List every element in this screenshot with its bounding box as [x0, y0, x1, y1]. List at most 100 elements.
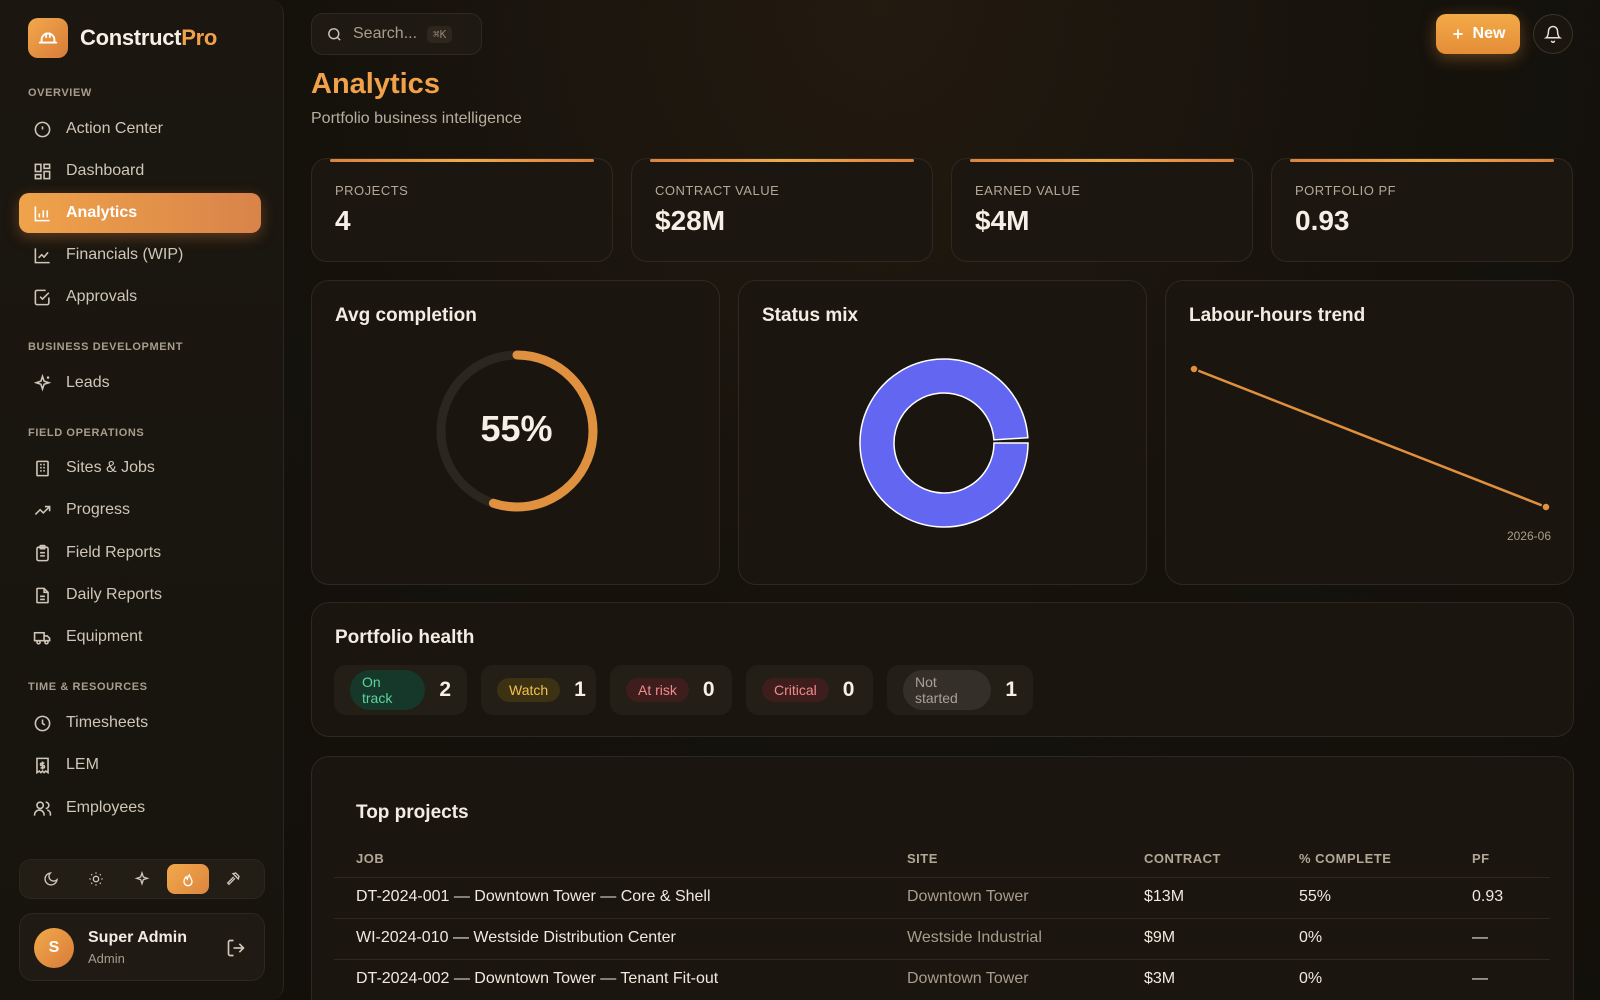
document-icon	[36, 587, 49, 603]
avatar: S	[34, 928, 74, 968]
status-badge: Not started	[903, 670, 992, 710]
status-count: 1	[1005, 678, 1017, 701]
brand[interactable]: ConstructPro	[28, 18, 217, 58]
bar-chart-icon	[34, 205, 50, 221]
receipt-icon	[36, 757, 49, 774]
labour-trend-panel: Labour-hours trend 2026-06	[1165, 280, 1574, 585]
column-header-site[interactable]: SITE	[907, 851, 938, 866]
table-cell-pf: —	[1472, 970, 1488, 987]
table-cell-pf: —	[1472, 929, 1488, 946]
status-count: 0	[842, 678, 855, 701]
sidebar-item-leads[interactable]: Leads	[19, 363, 261, 403]
sidebar-item-employees[interactable]: Employees	[19, 788, 261, 828]
table-cell-complete: 0%	[1299, 970, 1323, 987]
kpi-label: CONTRACT VALUE	[655, 183, 780, 198]
theme-hammer-button[interactable]	[212, 864, 254, 894]
panel-title: Labour-hours trend	[1189, 305, 1366, 326]
theme-sparkle-button[interactable]	[121, 864, 163, 894]
kpi-card-portfolio-pf: PORTFOLIO PF 0.93	[1271, 158, 1573, 262]
table-cell-job: WI-2024-010 — Westside Distribution Cent…	[356, 929, 676, 946]
status-donut	[859, 358, 1029, 528]
table-cell-complete: 0%	[1299, 929, 1323, 946]
sidebar-item-label: Dashboard	[66, 162, 145, 179]
sidebar-item-label: Field Reports	[66, 544, 162, 561]
sidebar-item-action-center[interactable]: Action Center	[19, 109, 261, 149]
status-count: 1	[574, 678, 586, 701]
column-header-pf[interactable]: PF	[1472, 851, 1490, 866]
data-point[interactable]	[1541, 502, 1551, 512]
theme-light-button[interactable]	[75, 864, 117, 894]
table-cell-job: DT-2024-002 — Downtown Tower — Tenant Fi…	[356, 970, 719, 987]
sidebar-item-progress[interactable]: Progress	[19, 490, 261, 530]
search-input[interactable]: Search... ⌘K	[311, 13, 482, 55]
user-card[interactable]: S Super Admin Admin	[19, 913, 265, 981]
new-button[interactable]: New	[1436, 14, 1520, 54]
health-chip-watch[interactable]: Watch 1	[481, 665, 596, 715]
logout-button[interactable]	[226, 938, 246, 963]
kpi-label: PROJECTS	[335, 183, 409, 198]
sidebar-item-daily-reports[interactable]: Daily Reports	[19, 575, 261, 615]
search-icon	[328, 27, 341, 41]
table-divider	[334, 877, 1550, 878]
sidebar-item-label: Leads	[66, 374, 110, 391]
health-chip-at-risk[interactable]: At risk 0	[610, 665, 732, 715]
sun-icon	[89, 872, 104, 886]
user-name: Super Admin	[88, 929, 187, 946]
data-point[interactable]	[1189, 364, 1199, 374]
users-icon	[33, 800, 52, 816]
plus-icon	[1452, 29, 1463, 39]
top-projects-panel	[311, 756, 1574, 1000]
section-time-resources: TIME & RESOURCES	[28, 681, 148, 693]
donut-slice[interactable]	[859, 358, 1029, 528]
sidebar-item-approvals[interactable]: Approvals	[19, 277, 261, 317]
sidebar-item-timesheets[interactable]: Timesheets	[19, 703, 261, 743]
labour-trend-chart	[1189, 364, 1551, 512]
sidebar-item-field-reports[interactable]: Field Reports	[19, 533, 261, 573]
column-header-job[interactable]: JOB	[356, 851, 385, 866]
health-chip-not-started[interactable]: Not started 1	[887, 665, 1033, 715]
sidebar-item-label: Daily Reports	[66, 586, 163, 603]
alert-circle-icon	[34, 121, 51, 137]
table-divider	[334, 918, 1550, 919]
status-badge: At risk	[626, 678, 689, 702]
completion-gauge	[436, 350, 598, 512]
health-chip-on-track[interactable]: On track 2	[334, 665, 467, 715]
theme-flame-button[interactable]	[166, 864, 209, 894]
kpi-value: 0.93	[1295, 205, 1350, 236]
gauge-arc	[436, 350, 598, 512]
sparkle-icon	[134, 871, 150, 886]
x-tick-label: 2026-06	[1506, 529, 1551, 543]
sidebar-item-sites-jobs[interactable]: Sites & Jobs	[19, 448, 261, 488]
table-cell-complete: 55%	[1299, 888, 1332, 905]
sidebar-item-label: Timesheets	[66, 714, 149, 731]
table-divider	[334, 959, 1550, 960]
sidebar-item-label: Analytics	[66, 204, 138, 221]
grid-icon	[34, 163, 51, 179]
theme-switcher	[19, 859, 265, 899]
trending-up-icon	[34, 505, 51, 515]
sidebar-item-dashboard[interactable]: Dashboard	[19, 151, 261, 191]
kpi-value: $28M	[655, 205, 726, 236]
kpi-value: $4M	[975, 205, 1030, 236]
panel-title: Portfolio health	[335, 627, 475, 648]
sidebar-item-lem[interactable]: LEM	[19, 745, 261, 785]
notifications-button[interactable]	[1533, 14, 1573, 54]
sidebar-item-financials[interactable]: Financials (WIP)	[19, 235, 261, 275]
line-chart-icon	[34, 247, 50, 263]
sidebar-item-analytics[interactable]: Analytics	[19, 193, 261, 233]
sidebar-item-equipment[interactable]: Equipment	[19, 617, 261, 657]
theme-dark-button[interactable]	[30, 864, 72, 894]
section-overview: OVERVIEW	[28, 87, 92, 99]
bell-icon	[1544, 25, 1562, 43]
sidebar-item-label: Action Center	[66, 120, 163, 137]
table-cell-contract: $13M	[1144, 888, 1185, 905]
kpi-card-projects: PROJECTS 4	[311, 158, 613, 262]
column-header-percent-complete[interactable]: % COMPLETE	[1299, 851, 1392, 866]
health-chip-critical[interactable]: Critical 0	[746, 665, 873, 715]
kpi-card-earned-value: EARNED VALUE $4M	[951, 158, 1253, 262]
series-line	[1193, 367, 1547, 509]
table-cell-site: Downtown Tower	[907, 888, 1029, 905]
page-subtitle: Portfolio business intelligence	[311, 110, 522, 127]
section-business-development: BUSINESS DEVELOPMENT	[28, 341, 184, 353]
column-header-contract[interactable]: CONTRACT	[1144, 851, 1221, 866]
